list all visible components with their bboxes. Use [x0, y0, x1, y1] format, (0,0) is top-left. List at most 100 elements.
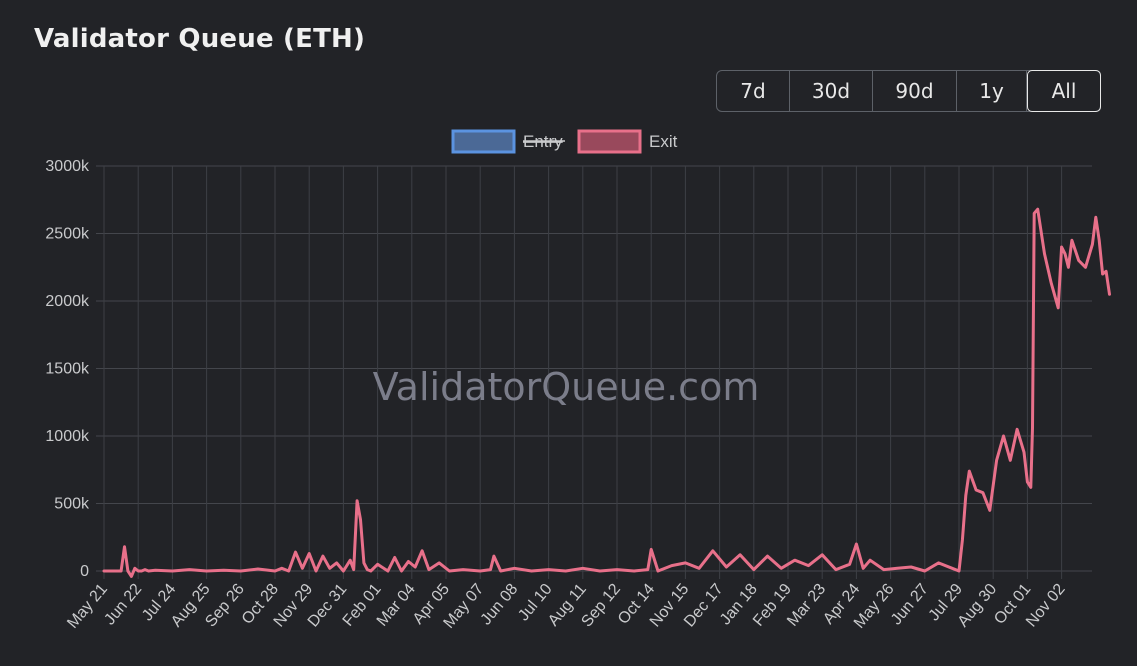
data-point: [650, 548, 652, 551]
data-point: [171, 570, 174, 572]
watermark: ValidatorQueue.com: [373, 365, 760, 409]
data-point: [951, 567, 953, 570]
data-point: [862, 567, 864, 570]
data-point: [438, 562, 441, 564]
data-point: [363, 562, 365, 564]
data-point: [499, 570, 502, 572]
data-point: [1016, 428, 1018, 431]
data-point: [462, 568, 464, 571]
data-point: [1105, 270, 1107, 273]
legend-swatch-exit: [577, 129, 642, 154]
data-point: [995, 459, 998, 462]
data-point: [1067, 266, 1070, 269]
data-point: [103, 570, 105, 572]
y-axis: 0 500k 1000k 1500k 2000k 2500k 3000k: [45, 158, 90, 580]
legend-swatch-entry: [451, 129, 516, 154]
data-point: [1101, 273, 1104, 275]
data-point: [1036, 208, 1039, 210]
range-30d-button[interactable]: 30d: [790, 71, 873, 111]
data-point: [530, 570, 533, 572]
data-point: [349, 559, 352, 561]
data-point: [835, 568, 837, 571]
series-line-exit: [102, 207, 1111, 578]
time-range-selector: 7d 30d 90d 1y All: [716, 70, 1101, 112]
data-point: [582, 567, 584, 570]
data-point: [989, 509, 991, 512]
data-point: [407, 560, 410, 563]
data-point: [647, 568, 649, 571]
data-point: [1043, 253, 1046, 255]
data-point: [328, 567, 331, 570]
data-point: [982, 491, 984, 494]
data-point: [421, 550, 423, 552]
data-point: [257, 568, 259, 570]
data-point: [869, 559, 871, 561]
data-point: [684, 562, 687, 564]
data-point: [342, 570, 345, 572]
data-point: [599, 570, 601, 572]
data-point: [137, 570, 139, 572]
legend-item-entry[interactable]: Entry: [451, 129, 565, 154]
page-title: Validator Queue (ETH): [34, 24, 366, 54]
data-point: [414, 566, 417, 568]
data-point: [127, 570, 129, 572]
data-point: [188, 568, 191, 571]
data-point: [301, 567, 304, 570]
data-point: [322, 555, 324, 557]
data-point: [387, 570, 389, 572]
legend: Entry Exit: [451, 129, 678, 154]
x-tick-label: Jun 27: [888, 581, 932, 629]
data-point: [1084, 266, 1087, 269]
data-point: [968, 470, 971, 472]
data-point: [1098, 239, 1100, 242]
data-point: [712, 550, 714, 552]
data-point: [274, 570, 276, 572]
data-point: [547, 568, 550, 571]
data-point: [140, 570, 143, 572]
data-point: [1091, 243, 1094, 246]
data-point: [961, 539, 964, 541]
data-point: [393, 556, 396, 559]
legend-label-exit: Exit: [649, 132, 678, 151]
data-point: [725, 566, 728, 568]
range-all-button[interactable]: All: [1027, 70, 1101, 112]
data-point: [958, 570, 960, 572]
data-point: [698, 567, 700, 570]
y-tick-label: 1500k: [45, 361, 90, 378]
y-tick-label: 500k: [54, 496, 90, 513]
data-point: [821, 554, 823, 556]
x-tick-label: Jun 22: [101, 581, 145, 629]
data-point: [1095, 216, 1097, 219]
legend-item-exit[interactable]: Exit: [577, 129, 678, 154]
data-point: [428, 568, 430, 571]
range-90d-button[interactable]: 90d: [873, 71, 957, 111]
data-point: [1030, 486, 1032, 489]
data-point: [924, 570, 926, 572]
data-point: [780, 567, 782, 570]
y-tick-label: 3000k: [45, 158, 90, 175]
data-point: [1057, 307, 1059, 309]
data-point: [883, 568, 885, 571]
x-tick-label: Mar 04: [374, 581, 419, 630]
data-point: [1071, 239, 1073, 242]
data-point: [400, 570, 403, 572]
range-1y-button[interactable]: 1y: [957, 71, 1027, 111]
data-point: [123, 545, 126, 548]
data-point: [1002, 435, 1005, 437]
data-point: [144, 568, 146, 571]
data-point: [359, 518, 362, 521]
data-point: [848, 563, 851, 566]
data-point: [493, 555, 495, 557]
data-point: [794, 559, 796, 561]
series-layer: [102, 207, 1111, 578]
data-point: [489, 568, 492, 571]
y-tick-label: 0: [80, 563, 89, 580]
range-7d-button[interactable]: 7d: [717, 71, 790, 111]
y-tick-label: 2000k: [45, 293, 90, 310]
data-point: [670, 564, 673, 567]
data-point: [294, 551, 297, 553]
x-tick-label: Mar 23: [784, 581, 829, 630]
y-tick-label: 1000k: [45, 428, 90, 445]
